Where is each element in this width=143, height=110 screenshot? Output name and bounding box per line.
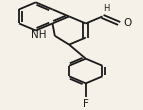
Text: F: F xyxy=(83,99,89,109)
Text: H: H xyxy=(103,5,110,14)
Text: O: O xyxy=(123,18,131,28)
Text: NH: NH xyxy=(31,30,46,40)
